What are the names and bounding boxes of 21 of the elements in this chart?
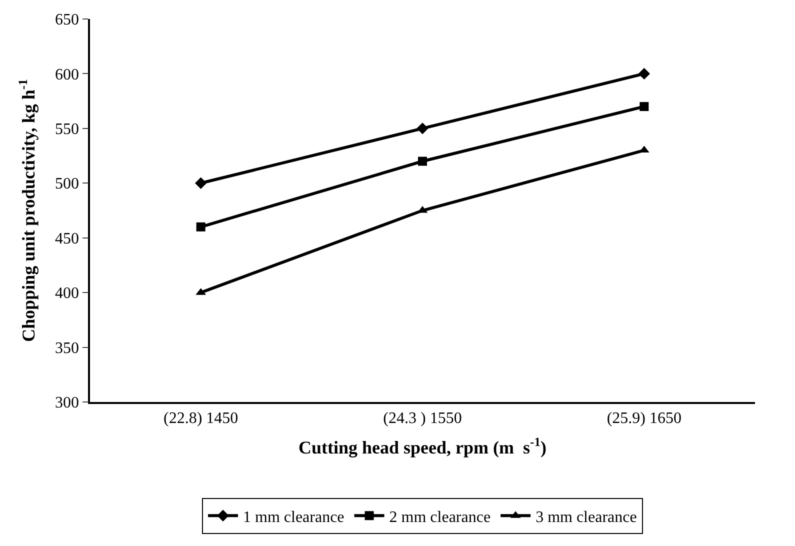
- legend-label: 3 mm clearance: [536, 508, 637, 526]
- y-tick-label: 600: [55, 66, 80, 84]
- y-tick-label: 650: [55, 12, 80, 29]
- x-tick-label: (22.8) 1450: [164, 410, 238, 427]
- x-tick-label: (25.9) 1650: [606, 410, 682, 427]
- point: [196, 222, 206, 232]
- point: [194, 177, 207, 189]
- legend-label: 1 mm clearance: [243, 508, 344, 526]
- point: [416, 122, 428, 134]
- x-axis-title: Cutting head speed, rpm (m s$^{-1}$): [298, 434, 547, 458]
- y-tick-label: 450: [55, 230, 80, 248]
- x-tick-label: (24.3 ) 1550: [383, 410, 462, 427]
- y-tick-label: 350: [55, 340, 80, 357]
- y-tick-label: 400: [55, 285, 80, 302]
- y-tick-label: 500: [55, 176, 80, 193]
- legend-label: 2 mm clearance: [389, 508, 491, 526]
- point: [638, 68, 650, 80]
- point: [418, 156, 427, 166]
- y-tick-label: 300: [55, 394, 80, 412]
- point: [640, 102, 649, 112]
- y-tick-label: 550: [55, 121, 80, 138]
